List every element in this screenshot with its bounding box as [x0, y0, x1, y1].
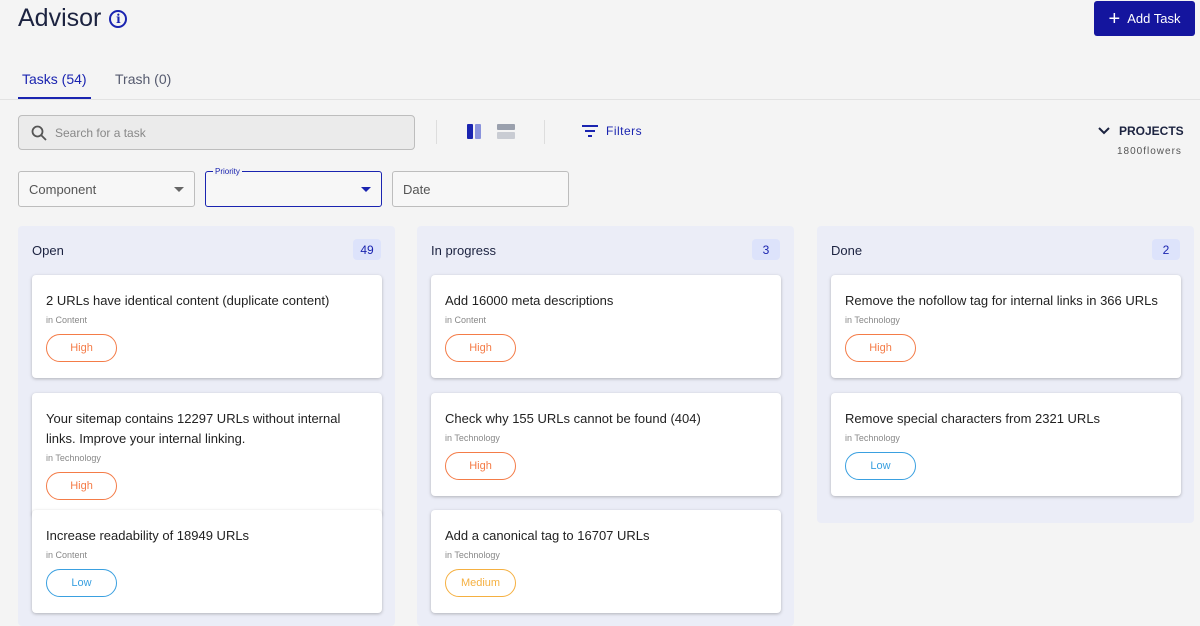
add-task-label: Add Task: [1127, 11, 1181, 26]
priority-badge[interactable]: High: [46, 472, 117, 500]
task-category: in Content: [46, 550, 88, 560]
filters-label: Filters: [606, 124, 643, 138]
priority-badge[interactable]: High: [845, 334, 916, 362]
caret-down-icon: [361, 186, 371, 192]
column-count-badge: 2: [1152, 239, 1180, 260]
active-tab-indicator: [18, 97, 91, 100]
task-card[interactable]: Remove the nofollow tag for internal lin…: [831, 275, 1181, 378]
add-task-button[interactable]: + Add Task: [1094, 1, 1195, 36]
info-icon[interactable]: i: [109, 9, 128, 28]
task-title: Your sitemap contains 12297 URLs without…: [46, 411, 341, 446]
column-count-badge: 49: [353, 239, 381, 260]
component-label: Component: [29, 181, 97, 197]
priority-badge[interactable]: Low: [845, 452, 916, 480]
priority-badge[interactable]: Low: [46, 569, 117, 597]
date-field[interactable]: Date: [392, 171, 569, 207]
priority-badge[interactable]: High: [46, 334, 117, 362]
task-category: in Technology: [845, 315, 900, 325]
task-category: in Technology: [445, 433, 500, 443]
task-card[interactable]: Check why 155 URLs cannot be found (404)…: [431, 393, 781, 496]
task-category: in Technology: [445, 550, 500, 560]
task-title: Increase readability of 18949 URLs: [46, 528, 250, 543]
component-select[interactable]: Component: [18, 171, 195, 207]
column-title: Done: [831, 243, 863, 258]
chevron-down-icon: [1098, 127, 1110, 135]
column-done: Done 2 Remove the nofollow tag for interna…: [817, 226, 1194, 523]
column-in-progress: In progress 3 Add 16000 meta descriptions i…: [417, 226, 794, 626]
priority-label: Priority: [213, 167, 242, 176]
search-input[interactable]: Search for a task: [18, 115, 415, 150]
separator: [544, 120, 545, 144]
priority-select[interactable]: [205, 171, 382, 207]
task-card[interactable]: Increase readability of 18949 URLs in Con…: [32, 510, 382, 613]
projects-label: PROJECTS: [1119, 124, 1184, 138]
caret-down-icon: [174, 186, 184, 192]
filters-button[interactable]: Filters: [582, 124, 642, 138]
task-title: Add a canonical tag to 16707 URLs: [445, 528, 650, 543]
column-count-badge: 3: [752, 239, 780, 260]
task-title: Remove the nofollow tag for internal lin…: [845, 293, 1158, 308]
priority-badge[interactable]: High: [445, 334, 516, 362]
page-title-wrap: Advisor i: [18, 4, 128, 33]
page-title: Advisor: [18, 4, 102, 32]
list-view-icon[interactable]: [497, 124, 517, 140]
task-card[interactable]: 2 URLs have identical content (duplicate…: [32, 275, 382, 378]
task-card[interactable]: Your sitemap contains 12297 URLs without…: [32, 393, 382, 516]
filter-icon: [582, 125, 598, 137]
date-label: Date: [403, 181, 431, 197]
projects-toggle[interactable]: PROJECTS: [1098, 124, 1184, 138]
task-category: in Content: [445, 315, 487, 325]
priority-badge[interactable]: High: [445, 452, 516, 480]
column-title: In progress: [431, 243, 497, 258]
column-open: Open 49 2 URLs have identical content (dup…: [18, 226, 395, 626]
task-title: Remove special characters from 2321 URLs: [845, 411, 1101, 426]
board-view-icon[interactable]: [467, 124, 483, 140]
plus-icon: +: [1108, 7, 1121, 30]
project-name: 1800flowers: [1117, 146, 1182, 157]
task-category: in Content: [46, 315, 88, 325]
task-title: Add 16000 meta descriptions: [445, 293, 614, 308]
column-title: Open: [32, 243, 64, 258]
task-card[interactable]: Add a canonical tag to 16707 URLs in Tech…: [431, 510, 781, 613]
task-title: 2 URLs have identical content (duplicate…: [46, 293, 330, 308]
task-card[interactable]: Add 16000 meta descriptions in Content Hig…: [431, 275, 781, 378]
search-placeholder: Search for a task: [55, 125, 146, 140]
task-category: in Technology: [46, 453, 101, 463]
tab-tasks[interactable]: Tasks (54): [22, 71, 87, 87]
task-title: Check why 155 URLs cannot be found (404): [445, 411, 701, 426]
task-card[interactable]: Remove special characters from 2321 URLs…: [831, 393, 1181, 496]
priority-badge[interactable]: Medium: [445, 569, 516, 597]
tab-trash[interactable]: Trash (0): [115, 71, 172, 87]
task-category: in Technology: [845, 433, 900, 443]
divider: [0, 99, 1200, 100]
search-icon: [31, 125, 47, 141]
separator: [436, 120, 437, 144]
